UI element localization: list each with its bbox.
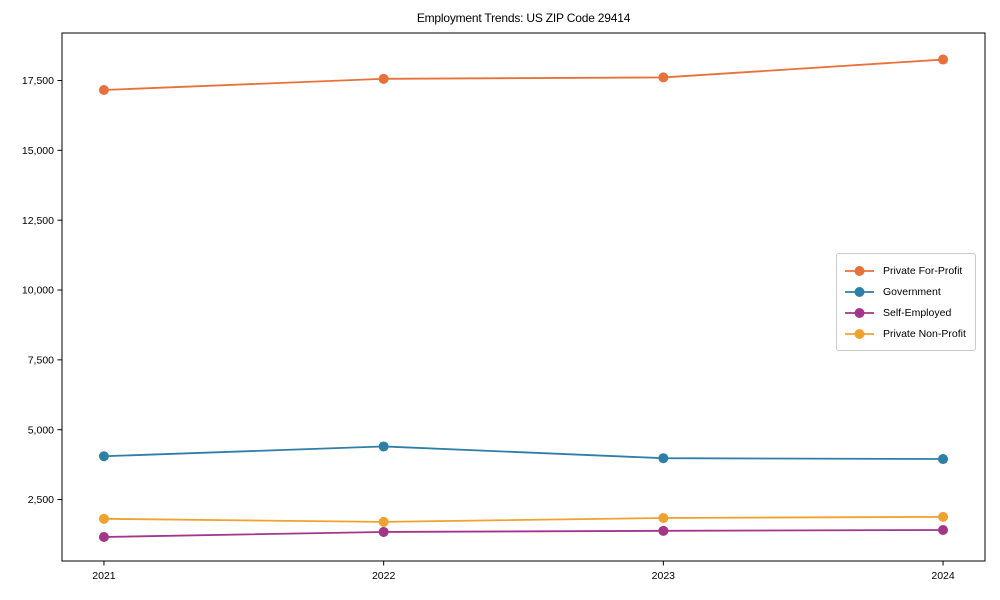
- series-marker: [938, 511, 949, 522]
- legend-label: Government: [883, 285, 941, 298]
- series-marker: [98, 451, 109, 462]
- series-marker: [938, 54, 949, 65]
- legend-label: Self-Employed: [883, 306, 952, 319]
- series-marker: [98, 84, 109, 95]
- y-tick-label: 17,500: [22, 75, 54, 87]
- y-tick-label: 10,000: [22, 285, 54, 297]
- legend-marker-icon: [845, 328, 874, 339]
- y-tick-label: 15,000: [22, 145, 54, 157]
- series-marker: [938, 524, 949, 535]
- chart-title: Employment Trends: US ZIP Code 29414: [416, 11, 631, 25]
- legend: Private For-Profit Government Self-Employe…: [836, 253, 976, 351]
- series-marker: [378, 441, 389, 452]
- series-marker: [378, 516, 389, 527]
- x-tick-label: 2023: [652, 570, 676, 582]
- plot-border: [61, 32, 986, 562]
- series-marker: [378, 73, 389, 84]
- legend-entry: Private Non-Profit: [844, 323, 966, 344]
- legend-marker-icon: [845, 286, 874, 297]
- series-marker: [658, 453, 669, 464]
- y-tick-label: 12,500: [22, 215, 54, 227]
- series-line: [103, 529, 944, 538]
- legend-label: Private Non-Profit: [883, 327, 966, 340]
- series-marker: [378, 526, 389, 537]
- series-marker: [98, 513, 109, 524]
- legend-entry: Self-Employed: [844, 302, 966, 323]
- legend-marker-icon: [845, 307, 874, 318]
- series-line: [103, 445, 944, 460]
- y-tick-label: 5,000: [28, 424, 54, 436]
- y-tick-label: 2,500: [28, 494, 54, 506]
- legend-label: Private For-Profit: [883, 264, 963, 277]
- y-tick-label: 7,500: [28, 354, 54, 366]
- legend-entry: Government: [844, 281, 966, 302]
- series-line: [103, 515, 944, 523]
- series-marker: [658, 525, 669, 536]
- x-tick-label: 2024: [931, 570, 955, 582]
- x-tick-label: 2022: [372, 570, 396, 582]
- series-marker: [938, 454, 949, 465]
- x-tick-label: 2021: [92, 570, 116, 582]
- series-marker: [658, 72, 669, 83]
- legend-marker-icon: [845, 265, 874, 276]
- series-marker: [98, 531, 109, 542]
- series-marker: [658, 512, 669, 523]
- series-line: [103, 58, 944, 91]
- legend-entry: Private For-Profit: [844, 260, 966, 281]
